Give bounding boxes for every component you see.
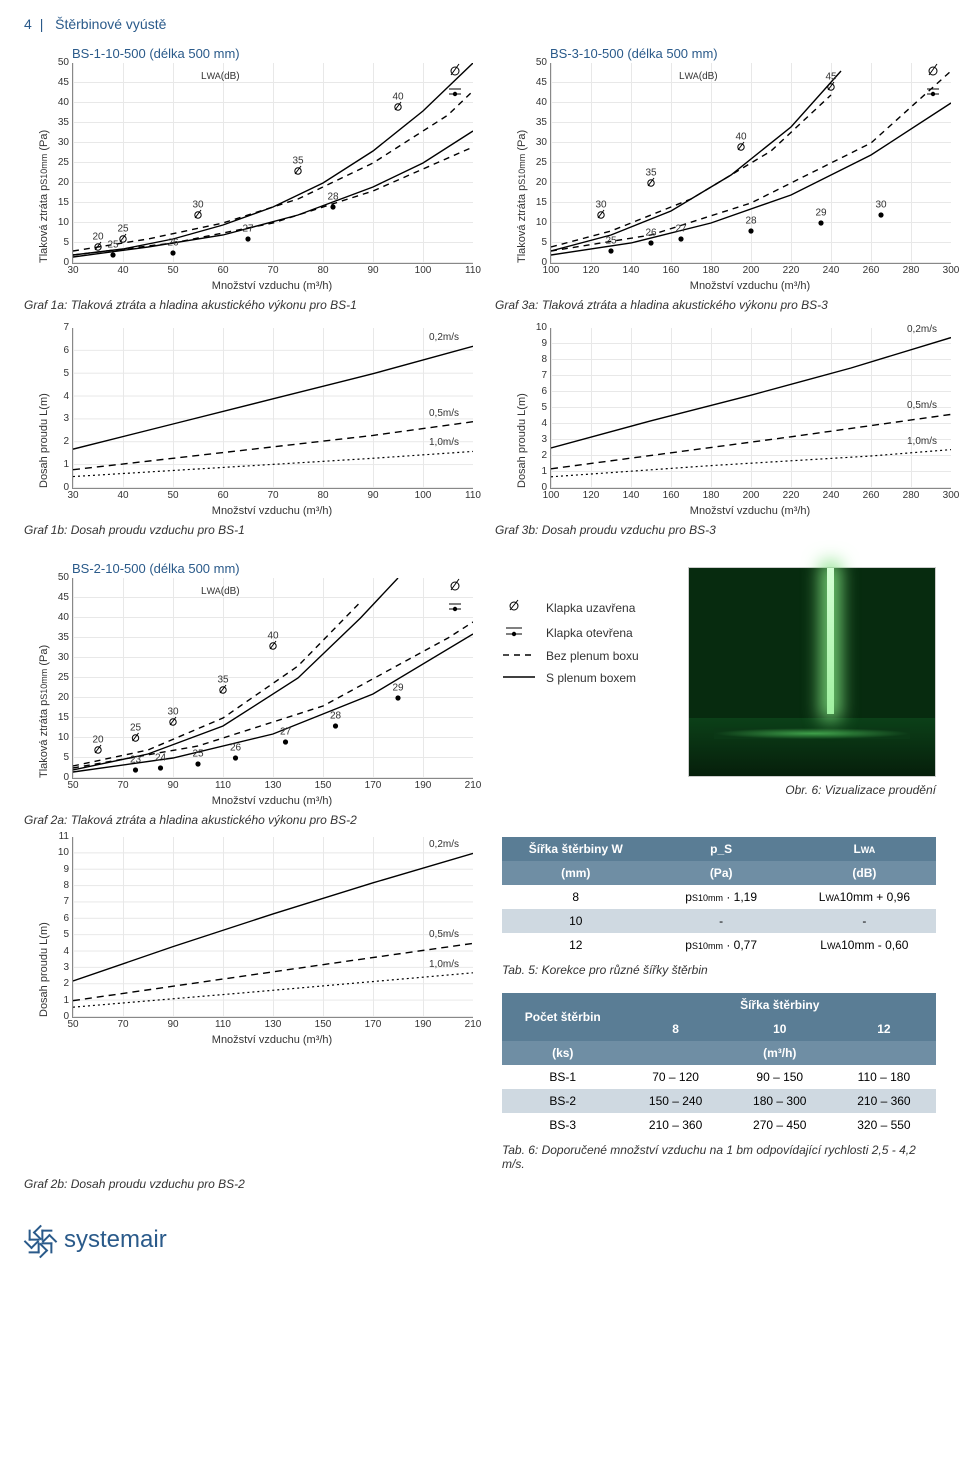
table-row: BS-2150 – 240180 – 300210 – 360: [502, 1089, 936, 1113]
chart-1a: BS-1-10-500 (délka 500 mm)Tlaková ztráta…: [24, 46, 472, 292]
chart-1b: Dosah proudu L(m)01234567304050607080901…: [24, 328, 472, 517]
legend-symbol: [502, 649, 536, 663]
legend-item-klapka_closed: Klapka uzavřena: [502, 599, 672, 616]
x-axis-label: Množství vzduchu (m³/h): [72, 505, 472, 517]
table-row: 10--: [502, 909, 936, 933]
table-row: BS-170 – 12090 – 150110 – 180: [502, 1065, 936, 1089]
x-axis-label: Množství vzduchu (m³/h): [550, 280, 950, 292]
legend-item-s_plenum: S plenum boxem: [502, 671, 672, 685]
table-6: Počet štěrbinŠířka štěrbiny81012(ks)(m³/…: [502, 993, 936, 1137]
legend-item-klapka_open: Klapka otevřena: [502, 624, 672, 641]
page-title: Štěrbinové vyústě: [55, 16, 166, 32]
chart-3a: BS-3-10-500 (délka 500 mm)Tlaková ztráta…: [502, 46, 950, 292]
table-row: 12pS10mm · 0,77LWA10mm - 0,60: [502, 933, 936, 957]
brand-text: systemair: [64, 1226, 167, 1254]
chart-title: BS-3-10-500 (délka 500 mm): [550, 46, 950, 61]
legend-label: Klapka otevřena: [546, 626, 633, 640]
legend: Klapka uzavřena Klapka otevřena Bez plenum…: [502, 591, 672, 693]
legend-label: Bez plenum boxu: [546, 649, 639, 663]
table-row: 8pS10mm · 1,19LWA10mm + 0,96: [502, 885, 936, 909]
plot-area: 0510152025303540455010012014016018020022…: [550, 63, 951, 264]
caption-1a: Graf 1a: Tlaková ztráta a hladina akusti…: [24, 298, 465, 312]
caption-photo: Obr. 6: Vizualizace proudění: [688, 783, 936, 797]
caption-2b: Graf 2b: Dosah proudu vzduchu pro BS-2: [24, 1177, 465, 1191]
x-axis-label: Množství vzduchu (m³/h): [550, 505, 950, 517]
x-axis-label: Množství vzduchu (m³/h): [72, 280, 472, 292]
caption-tab6: Tab. 6: Doporučené množství vzduchu na 1…: [502, 1143, 936, 1171]
legend-symbol: [502, 624, 536, 641]
page-number: 4: [24, 16, 32, 32]
systemair-icon: [24, 1225, 54, 1255]
tables-column: Šířka štěrbiny Wp_SLWA(mm)(Pa)(dB)8pS10m…: [502, 837, 936, 1171]
plot-area: 012345678910115070901101301501701902100,…: [72, 837, 473, 1018]
table-row: BS-3210 – 360270 – 450320 – 550: [502, 1113, 936, 1137]
x-axis-label: Množství vzduchu (m³/h): [72, 1034, 472, 1046]
chart-2a: BS-2-10-500 (délka 500 mm)Tlaková ztráta…: [24, 561, 472, 807]
visualization-photo: [688, 567, 936, 777]
chart-2b: Dosah proudu L(m)01234567891011507090110…: [24, 837, 472, 1171]
chart-title: BS-1-10-500 (délka 500 mm): [72, 46, 472, 61]
page-header: 4| Štěrbinové vyústě: [24, 16, 936, 32]
caption-1b: Graf 1b: Dosah proudu vzduchu pro BS-1: [24, 523, 465, 537]
plot-area: 01234567304050607080901001100,2m/s0,5m/s…: [72, 328, 473, 489]
legend-symbol: [502, 599, 536, 616]
legend-label: S plenum boxem: [546, 671, 636, 685]
legend-label: Klapka uzavřena: [546, 601, 635, 615]
caption-tab5: Tab. 5: Korekce pro různé šířky štěrbin: [502, 963, 936, 977]
plot-area: 0123456789101001201401601802002202402602…: [550, 328, 951, 489]
table-5: Šířka štěrbiny Wp_SLWA(mm)(Pa)(dB)8pS10m…: [502, 837, 936, 957]
caption-3a: Graf 3a: Tlaková ztráta a hladina akusti…: [495, 298, 936, 312]
brand-logo: systemair: [24, 1225, 936, 1255]
legend-item-bez_plenum: Bez plenum boxu: [502, 649, 672, 663]
plot-area: 0510152025303540455030405060708090100110…: [72, 63, 473, 264]
legend-symbol: [502, 671, 536, 685]
chart-3b: Dosah proudu L(m)01234567891010012014016…: [502, 328, 950, 517]
caption-3b: Graf 3b: Dosah proudu vzduchu pro BS-3: [495, 523, 936, 537]
x-axis-label: Množství vzduchu (m³/h): [72, 795, 472, 807]
plot-area: 0510152025303540455050709011013015017019…: [72, 578, 473, 779]
caption-2a: Graf 2a: Tlaková ztráta a hladina akusti…: [24, 813, 465, 827]
chart-title: BS-2-10-500 (délka 500 mm): [72, 561, 472, 576]
